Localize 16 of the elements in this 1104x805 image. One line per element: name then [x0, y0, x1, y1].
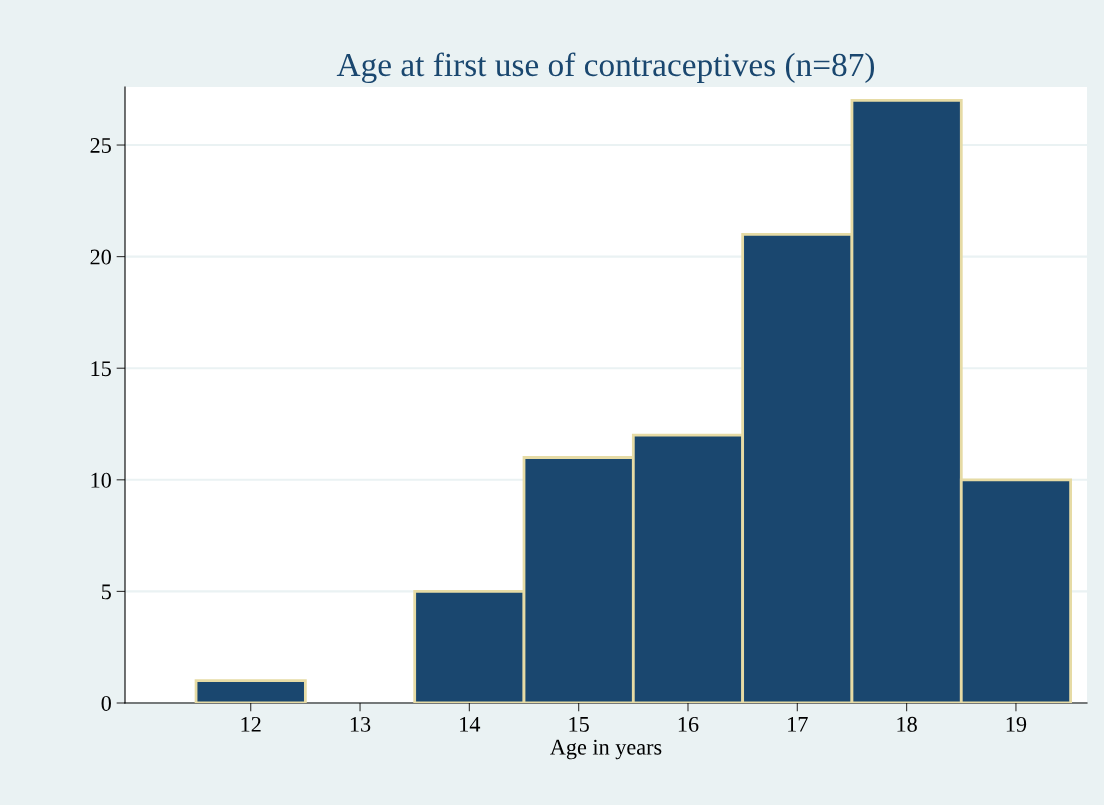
x-tick-label: 19: [1006, 716, 1027, 732]
y-tick-label: 0: [101, 695, 111, 711]
y-tick-label: 5: [101, 584, 111, 600]
y-tick-label: 20: [90, 249, 111, 265]
x-tick-label: 13: [350, 716, 371, 732]
x-axis-title: Age in years: [550, 739, 662, 760]
x-tick-label: 12: [241, 716, 261, 732]
x-tick-label: 16: [678, 716, 699, 732]
chart-title: Age at first use of contraceptives (n=87): [336, 52, 875, 84]
x-tick-label: 18: [897, 716, 917, 732]
x-tick-label: 15: [569, 716, 589, 732]
y-tick-label: 10: [91, 472, 111, 488]
y-tick-label: 25: [90, 138, 111, 153]
x-tick-label: 14: [460, 716, 481, 732]
y-tick-label: 15: [91, 361, 111, 377]
x-tick-label: 17: [788, 716, 808, 732]
